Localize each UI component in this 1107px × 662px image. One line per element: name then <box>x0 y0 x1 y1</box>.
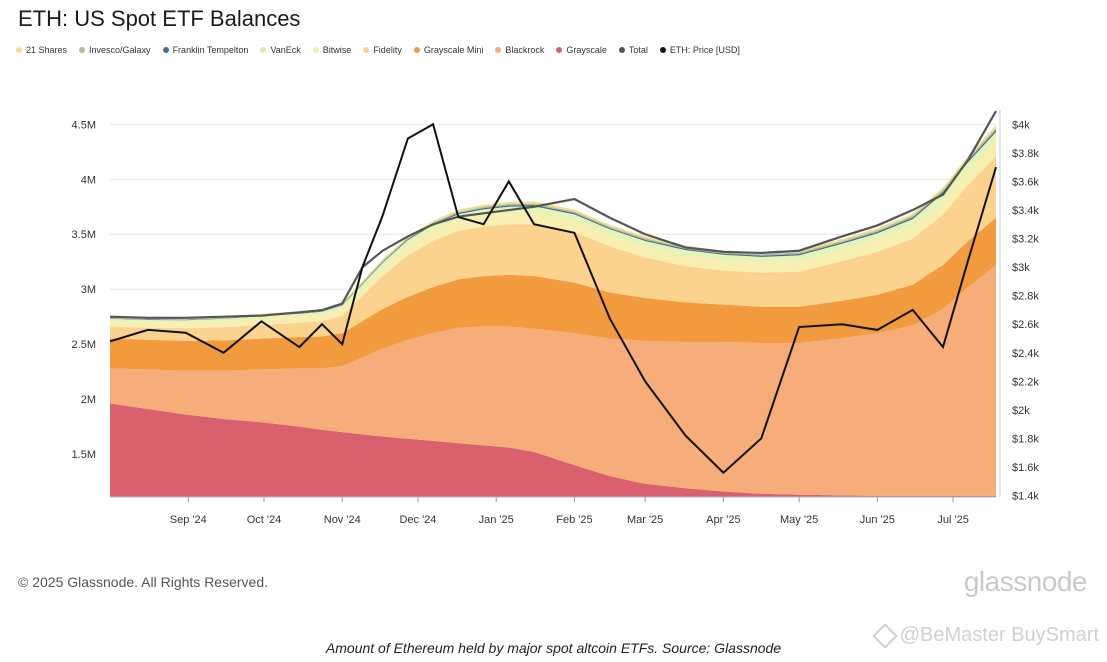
x-tick-label: Jun '25 <box>860 514 895 526</box>
legend-label: 21 Shares <box>26 45 68 55</box>
legend-swatch <box>162 47 169 53</box>
y-right-tick-label: $2.2k <box>1012 376 1039 388</box>
brand-logo: glassnode <box>963 566 1088 597</box>
legend-item[interactable]: Fidelity <box>363 45 402 55</box>
x-tick-label: May '25 <box>780 514 818 526</box>
y-right-tick-label: $1.4k <box>1012 491 1039 503</box>
legend-label: Grayscale <box>566 45 607 55</box>
source-watermark-text: @BeMaster BuySmart <box>899 624 1099 646</box>
y-left-tick-label: 3M <box>81 284 96 296</box>
y-right-tick-label: $3.4k <box>1012 205 1039 217</box>
area-blackrock <box>110 265 996 496</box>
legend-item[interactable]: Total <box>618 45 648 55</box>
y-right-tick-label: $2.8k <box>1012 291 1039 303</box>
y-left-tick-label: 4M <box>81 174 96 186</box>
legend-item[interactable]: VanEck <box>260 45 301 55</box>
y-right-tick-label: $3k <box>1012 262 1030 274</box>
y-right-tick-label: $4k <box>1012 119 1030 131</box>
legend: 21 Shares Invesco/Galaxy Franklin Tempelto… <box>16 45 740 55</box>
legend-item[interactable]: Franklin Tempelton <box>162 45 249 55</box>
y-left-tick-label: 2M <box>81 394 96 406</box>
legend-label: Blackrock <box>505 45 545 55</box>
y-right-tick-label: $3.2k <box>1012 234 1039 246</box>
x-tick-label: Dec '24 <box>399 514 436 526</box>
y-right-tick-label: $3.6k <box>1012 176 1039 188</box>
x-tick-label: Jul '25 <box>937 514 968 526</box>
legend-swatch <box>16 47 22 53</box>
area-grayscale-mini <box>110 217 996 371</box>
chart-title: ETH: US Spot ETF Balances <box>18 6 301 31</box>
line-total <box>109 110 997 319</box>
legend-swatch <box>312 47 319 53</box>
legend-swatch <box>659 47 666 53</box>
legend-item[interactable]: Grayscale Mini <box>413 45 484 55</box>
legend-item[interactable]: Blackrock <box>495 45 544 55</box>
legend-label: Total <box>628 45 648 55</box>
legend-swatch <box>363 47 370 53</box>
x-tick-label: Oct '24 <box>247 514 282 526</box>
area-fidelity <box>110 156 996 341</box>
line-eth-price <box>109 122 997 475</box>
x-tick-label: Jan '25 <box>479 514 514 526</box>
legend-label: Invesco/Galaxy <box>89 45 151 55</box>
copyright-text: © 2025 Glassnode. All Rights Reserved. <box>18 574 269 590</box>
y-right-tick-label: $2.6k <box>1012 319 1039 331</box>
legend-swatch <box>413 47 420 53</box>
legend-item[interactable]: Invesco/Galaxy <box>79 45 151 55</box>
y-right-tick-label: $2k <box>1012 405 1030 417</box>
figure-caption: Amount of Ethereum held by major spot al… <box>325 640 782 656</box>
legend-swatch <box>79 47 86 53</box>
area-grayscale <box>110 403 996 497</box>
x-tick-label: Sep '24 <box>170 514 207 526</box>
y-left-tick-label: 2.5M <box>72 339 96 351</box>
y-right-tick-label: $2.4k <box>1012 348 1039 360</box>
y-right-tick-label: $1.8k <box>1012 433 1039 445</box>
source-watermark: @BeMaster BuySmart <box>872 622 1099 649</box>
legend-swatch <box>495 47 502 53</box>
legend-item[interactable]: ETH: Price [USD] <box>659 45 740 55</box>
legend-swatch <box>556 47 563 53</box>
legend-label: Fidelity <box>373 45 402 55</box>
legend-label: ETH: Price [USD] <box>669 45 740 55</box>
y-right-tick-label: $1.6k <box>1012 462 1039 474</box>
y-left-tick-label: 3.5M <box>72 229 96 241</box>
diamond-icon <box>872 622 898 649</box>
legend-label: Franklin Tempelton <box>172 45 249 55</box>
y-left-tick-label: 1.5M <box>72 449 96 461</box>
legend-label: Grayscale Mini <box>423 45 484 55</box>
y-left-tick-label: 4.5M <box>72 119 96 131</box>
legend-swatch <box>260 47 267 53</box>
legend-item[interactable]: Bitwise <box>312 45 352 55</box>
x-tick-label: Nov '24 <box>324 514 361 526</box>
legend-item[interactable]: 21 Shares <box>16 45 67 55</box>
legend-label: VanEck <box>270 45 301 55</box>
legend-item[interactable]: Grayscale <box>556 45 607 55</box>
chart-canvas: 1.5M 2M 2.5M 3M 3.5M 4M 4.5M $1.4k $1.6k $1.8k $2k… <box>72 110 1039 526</box>
legend-swatch <box>618 47 625 53</box>
x-tick-label: Feb '25 <box>556 514 592 526</box>
y-right-tick-label: $3.8k <box>1012 148 1039 160</box>
legend-label: Bitwise <box>322 45 352 55</box>
x-tick-label: Mar '25 <box>627 514 663 526</box>
x-tick-label: Apr '25 <box>706 514 741 526</box>
